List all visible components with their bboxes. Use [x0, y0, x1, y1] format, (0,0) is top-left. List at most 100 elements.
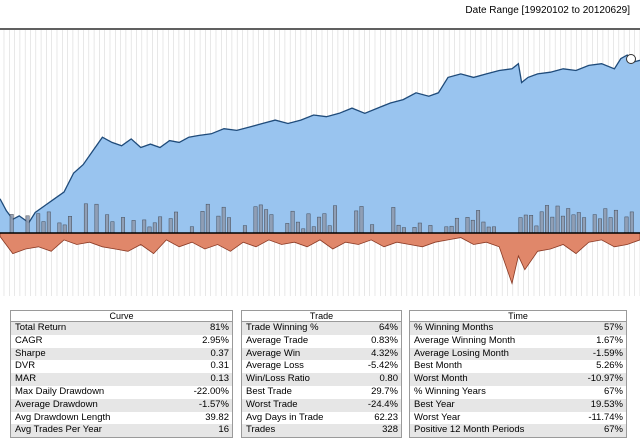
trade-bar — [322, 213, 327, 234]
stat-label: CAGR — [15, 334, 43, 346]
stat-row: Worst Year -11.74% — [410, 412, 626, 425]
trade-bar — [131, 220, 136, 234]
trade-bar — [216, 215, 221, 234]
trade-bar — [465, 217, 470, 234]
trade-bar — [566, 208, 571, 234]
trade-bar — [629, 211, 634, 234]
stat-row: % Winning Months 57% — [410, 322, 626, 335]
trade-bar — [311, 226, 316, 234]
trade-bar — [624, 216, 629, 234]
trade-bar — [401, 227, 406, 234]
stat-value: 67% — [603, 424, 623, 436]
time-panel-title: Time — [410, 311, 626, 322]
date-range-label: Date Range [19920102 to 20120629] — [465, 5, 630, 16]
trade-bar — [359, 206, 364, 234]
trade-bar — [258, 204, 263, 234]
trade-bar — [428, 225, 433, 234]
stat-value: 81% — [209, 322, 229, 333]
trade-bar — [41, 221, 46, 234]
stat-label: Max Daily Drawdown — [15, 385, 105, 397]
trade-bar — [534, 225, 539, 234]
stat-row: Positive 12 Month Periods 67% — [410, 424, 626, 438]
stat-label: Trades — [246, 424, 276, 436]
trade-bar — [571, 214, 576, 234]
curve-panel: Curve Total Return 81% CAGR 2.95% Sharpe 0.… — [10, 310, 233, 439]
trade-bar — [555, 205, 560, 234]
stat-row: Best Year 19.53% — [410, 398, 626, 412]
stat-value: 0.13 — [210, 373, 230, 385]
stat-row: DVR 0.31 — [11, 360, 232, 373]
trade-bar — [142, 219, 147, 234]
trade-bar — [518, 217, 523, 234]
trade-bar — [227, 217, 231, 234]
trade-bar — [354, 210, 359, 234]
stat-row: Sharpe 0.37 — [11, 347, 232, 361]
trade-bar — [486, 226, 491, 234]
trade-bar — [317, 216, 322, 234]
stat-row: Average Loss -5.42% — [242, 360, 401, 373]
stat-row: % Winning Years 67% — [410, 386, 626, 399]
trade-bar — [83, 203, 88, 234]
stat-value: 39.82 — [205, 411, 229, 423]
stat-label: Worst Year — [414, 411, 461, 423]
trade-bar — [242, 225, 247, 234]
trade-bar — [603, 208, 608, 234]
stat-label: Sharpe — [15, 347, 46, 359]
trade-bar — [598, 218, 602, 234]
trade-bar — [46, 211, 51, 234]
stat-row: Average Losing Month -1.59% — [410, 347, 626, 361]
trade-bar — [158, 216, 163, 234]
stat-value: 64% — [378, 322, 398, 333]
trade-bar — [470, 219, 475, 234]
stat-value: 0.31 — [210, 360, 230, 372]
stat-label: Best Month — [414, 360, 463, 372]
stat-value: -5.42% — [367, 360, 398, 372]
trade-bar — [444, 226, 449, 234]
stat-value: 62.23 — [374, 411, 398, 423]
trade-bar — [582, 217, 587, 234]
trade-bar — [205, 203, 210, 234]
stat-row: Average Trade 0.83% — [242, 335, 401, 348]
trade-panel-title: Trade — [242, 311, 401, 322]
stat-value: 29.7% — [371, 385, 398, 397]
trade-bar — [608, 217, 613, 234]
curve-panel-title: Curve — [11, 311, 232, 322]
stat-row: Worst Trade -24.4% — [242, 398, 401, 412]
stat-value: 2.95% — [202, 334, 229, 346]
trade-bar — [449, 225, 454, 234]
stat-label: Best Trade — [246, 385, 292, 397]
trade-bar — [105, 214, 110, 234]
trade-bar — [25, 215, 30, 234]
stat-value: -1.57% — [198, 398, 229, 410]
stat-value: 328 — [382, 424, 398, 436]
stat-row: Total Return 81% — [11, 322, 232, 335]
trade-bar — [592, 214, 597, 234]
stat-value: -1.59% — [592, 347, 623, 359]
trade-bar — [285, 223, 290, 234]
stat-value: 16 — [218, 424, 229, 436]
stat-value: 0.80 — [379, 373, 399, 385]
trade-bar — [62, 224, 67, 234]
stat-row: Max Daily Drawdown -22.00% — [11, 386, 232, 399]
trade-bar — [57, 222, 62, 234]
stat-label: MAR — [15, 373, 37, 385]
trade-bar — [269, 214, 274, 234]
stat-value: 57% — [603, 322, 623, 333]
trade-bar — [110, 221, 115, 234]
last-point-marker — [626, 54, 636, 64]
stat-value: 4.32% — [371, 347, 398, 359]
stat-value: 5.26% — [596, 360, 623, 372]
trade-bar — [306, 213, 311, 234]
stat-row: Best Trade 29.7% — [242, 386, 401, 399]
stat-row: Avg Drawdown Length 39.82 — [11, 412, 232, 425]
stat-value: 19.53% — [590, 398, 623, 410]
stat-label: Best Year — [414, 398, 455, 410]
equity-chart — [0, 28, 640, 296]
stat-label: Average Losing Month — [414, 347, 509, 359]
trade-bar — [290, 210, 295, 234]
stat-row: Avg Trades Per Year 16 — [11, 424, 232, 438]
trade-bar — [68, 216, 72, 234]
stat-label: DVR — [15, 360, 36, 372]
stat-value: -24.4% — [367, 398, 398, 410]
stat-row: Average Drawdown -1.57% — [11, 398, 232, 412]
